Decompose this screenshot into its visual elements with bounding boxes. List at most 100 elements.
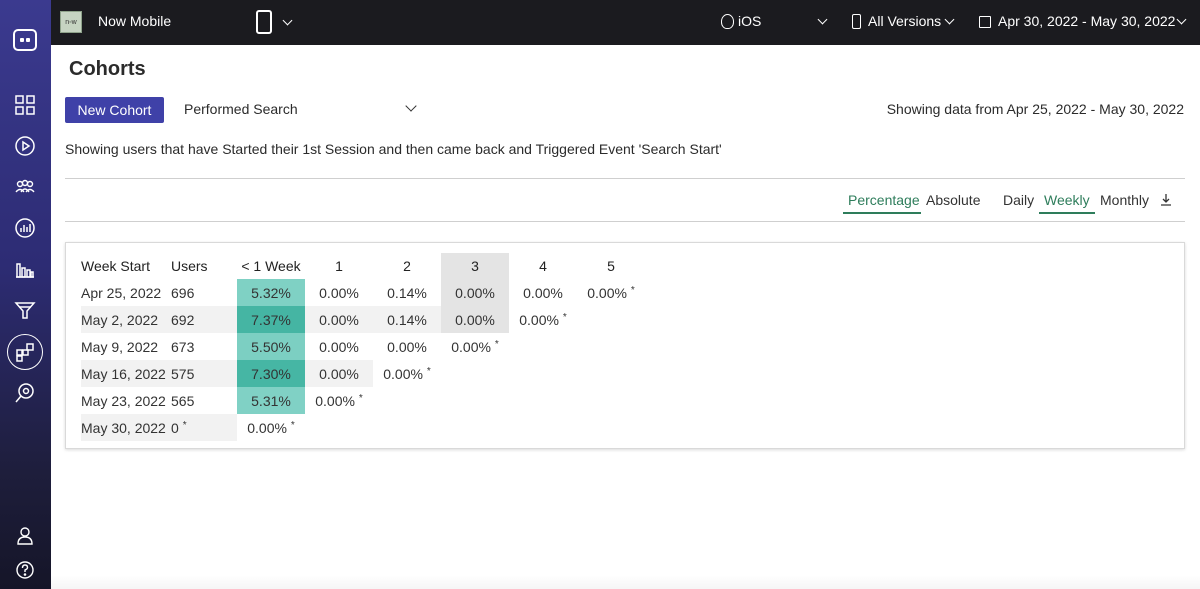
empty-cell bbox=[441, 414, 509, 441]
app-thumbnail[interactable]: n◦w bbox=[60, 11, 82, 33]
search-eye-icon[interactable] bbox=[13, 381, 37, 405]
empty-cell bbox=[577, 414, 645, 441]
versions-select[interactable]: All Versions bbox=[868, 13, 942, 29]
cell-users: 565 bbox=[171, 392, 195, 409]
cohort-description: Showing users that have Started their 1s… bbox=[65, 141, 722, 157]
header-week-5[interactable]: 5 bbox=[607, 258, 615, 274]
partial-asterisk: * bbox=[562, 311, 567, 323]
versions-chevron-down-icon[interactable] bbox=[944, 14, 955, 25]
device-phone-icon[interactable] bbox=[256, 10, 272, 34]
cohort-cell: 0.00% * bbox=[577, 279, 645, 306]
cohort-cell: 0.00% * bbox=[373, 360, 441, 387]
cell-week-start: May 9, 2022 bbox=[81, 338, 159, 355]
app-name[interactable]: Now Mobile bbox=[98, 13, 172, 29]
event-chevron-down-icon[interactable] bbox=[405, 100, 417, 112]
play-icon[interactable] bbox=[13, 134, 37, 158]
table-row: May 16, 2022 575 7.30% 0.00% 0.00% * bbox=[81, 360, 645, 387]
users-icon[interactable] bbox=[13, 175, 37, 199]
platform-chevron-down-icon[interactable] bbox=[817, 14, 828, 25]
cohort-cell: 7.30% bbox=[237, 360, 305, 387]
bar-chart-icon[interactable] bbox=[13, 257, 37, 281]
event-select[interactable]: Performed Search bbox=[184, 101, 298, 117]
table-row: May 23, 2022 565 5.31% 0.00% * bbox=[81, 387, 645, 414]
cohort-cell: 5.31% bbox=[237, 387, 305, 414]
cohort-cell: 5.32% bbox=[237, 279, 305, 306]
download-icon[interactable] bbox=[1160, 193, 1172, 207]
cohort-cell: 0.00% bbox=[387, 338, 427, 355]
cell-users: 696 bbox=[171, 284, 195, 301]
table-header-row: Week Start Users < 1 Week 1 2 3 4 5 bbox=[81, 253, 645, 279]
cohort-cell: 0.00% bbox=[441, 306, 509, 333]
header-week-4[interactable]: 4 bbox=[539, 258, 547, 274]
cell-users: 0 * bbox=[171, 414, 237, 441]
date-range-select[interactable]: Apr 30, 2022 - May 30, 2022 bbox=[998, 13, 1176, 29]
funnel-icon[interactable] bbox=[13, 298, 37, 322]
cohort-cell: 0.00% bbox=[319, 284, 359, 301]
header-week-start[interactable]: Week Start bbox=[81, 258, 150, 274]
header-week-2[interactable]: 2 bbox=[403, 258, 411, 274]
header-week-3[interactable]: 3 bbox=[441, 253, 509, 279]
absolute-toggle[interactable]: Absolute bbox=[926, 192, 981, 208]
table-row: May 30, 2022 0 * 0.00% * bbox=[81, 414, 645, 441]
empty-cell bbox=[441, 387, 509, 414]
cohorts-icon[interactable] bbox=[13, 340, 37, 364]
showing-range-text: Showing data from Apr 25, 2022 - May 30,… bbox=[886, 101, 1184, 117]
cohort-cell: 0.14% bbox=[387, 284, 427, 301]
empty-cell bbox=[509, 387, 577, 414]
header-week-1[interactable]: 1 bbox=[335, 258, 343, 274]
cohort-table: Week Start Users < 1 Week 1 2 3 4 5 Apr … bbox=[81, 253, 645, 441]
empty-cell bbox=[577, 333, 645, 360]
cohort-cell: 0.00% bbox=[305, 360, 373, 387]
percentage-toggle[interactable]: Percentage bbox=[848, 192, 920, 208]
cohort-cell: 0.14% bbox=[373, 306, 441, 333]
app-logo-icon[interactable] bbox=[13, 29, 37, 51]
active-nav-indicator bbox=[7, 334, 43, 370]
percentage-active-underline bbox=[843, 212, 921, 214]
cohort-cell: 5.50% bbox=[237, 333, 305, 360]
daily-toggle[interactable]: Daily bbox=[1003, 192, 1035, 208]
cell-week-start: May 2, 2022 bbox=[81, 306, 171, 333]
empty-cell bbox=[305, 414, 373, 441]
weekly-active-underline bbox=[1039, 212, 1095, 214]
apple-icon bbox=[721, 14, 734, 29]
empty-cell bbox=[441, 360, 509, 387]
cell-users: 575 bbox=[171, 360, 237, 387]
header-lt-1-week[interactable]: < 1 Week bbox=[241, 258, 301, 274]
cell-week-start: May 16, 2022 bbox=[81, 360, 171, 387]
partial-asterisk: * bbox=[630, 284, 635, 296]
new-cohort-button[interactable]: New Cohort bbox=[65, 97, 164, 123]
analytics-icon[interactable] bbox=[13, 216, 37, 240]
cohort-cell: 0.00% * bbox=[509, 306, 577, 333]
partial-asterisk: * bbox=[290, 419, 295, 431]
divider bbox=[65, 221, 1185, 222]
partial-asterisk: * bbox=[426, 365, 431, 377]
monthly-toggle[interactable]: Monthly bbox=[1100, 192, 1150, 208]
table-row: May 9, 2022 673 5.50% 0.00% 0.00% 0.00% * bbox=[81, 333, 645, 360]
cohort-cell: 0.00% * bbox=[237, 414, 305, 441]
cohort-cell: 0.00% * bbox=[441, 333, 509, 360]
weekly-toggle[interactable]: Weekly bbox=[1044, 192, 1090, 208]
empty-cell bbox=[373, 414, 441, 441]
dashboard-icon[interactable] bbox=[13, 93, 37, 117]
cohort-table-card: Week Start Users < 1 Week 1 2 3 4 5 Apr … bbox=[65, 242, 1185, 449]
empty-cell bbox=[509, 333, 577, 360]
cohort-cell: 0.00% bbox=[319, 338, 359, 355]
device-chevron-down-icon[interactable] bbox=[282, 15, 293, 26]
calendar-icon bbox=[979, 16, 991, 28]
top-bar: n◦w Now Mobile iOS All Versions Apr 30, … bbox=[51, 0, 1200, 45]
empty-cell bbox=[577, 387, 645, 414]
cohort-cell: 0.00% bbox=[441, 279, 509, 306]
phone-icon bbox=[852, 14, 861, 29]
divider bbox=[65, 178, 1185, 179]
account-icon[interactable] bbox=[13, 524, 37, 548]
cohort-cell: 7.37% bbox=[237, 306, 305, 333]
cell-week-start: May 23, 2022 bbox=[81, 392, 166, 409]
cohort-cell: 0.00% bbox=[305, 306, 373, 333]
cohort-cell: 0.00% bbox=[523, 284, 563, 301]
header-users[interactable]: Users bbox=[171, 258, 208, 274]
help-icon[interactable] bbox=[13, 558, 37, 582]
cell-users: 692 bbox=[171, 306, 237, 333]
date-chevron-down-icon[interactable] bbox=[1176, 14, 1187, 25]
platform-select[interactable]: iOS bbox=[738, 13, 762, 29]
table-row: May 2, 2022 692 7.37% 0.00% 0.14% 0.00% 0.00% … bbox=[81, 306, 645, 333]
